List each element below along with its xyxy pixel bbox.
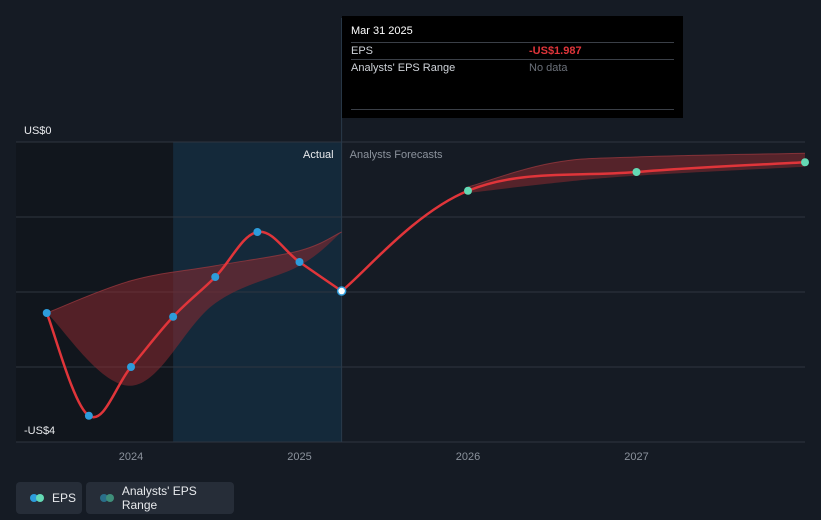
tooltip-range-row: Analysts' EPS Range No data xyxy=(351,59,674,76)
legend-range-label: Analysts' EPS Range xyxy=(121,484,197,512)
tooltip-range-label: Analysts' EPS Range xyxy=(351,62,456,74)
y-axis-bottom-label: -US$4 xyxy=(24,425,55,437)
tooltip: Mar 31 2025 EPS -US$1.987 Analysts' EPS … xyxy=(342,16,683,118)
eps-point-forecast xyxy=(464,186,472,195)
eps-point-forecast xyxy=(632,168,641,176)
x-tick-label: 2025 xyxy=(287,451,311,463)
tooltip-range-value: No data xyxy=(529,62,568,74)
tooltip-eps-label: EPS xyxy=(351,45,374,57)
eps-point-actual xyxy=(211,273,220,281)
range-legend-icon xyxy=(100,494,114,502)
eps-legend-icon xyxy=(30,494,44,502)
tooltip-date: Mar 31 2025 xyxy=(351,25,413,37)
eps-point-selected xyxy=(336,286,347,296)
x-tick-label: 2027 xyxy=(624,451,648,463)
eps-point-actual xyxy=(84,411,93,420)
legend-eps-label: EPS xyxy=(52,491,77,505)
actual-label: Actual xyxy=(303,149,334,161)
tooltip-eps-value: -US$1.987 xyxy=(529,45,582,57)
legend-eps-button[interactable]: EPS xyxy=(16,482,82,514)
legend-range-button[interactable]: Analysts' EPS Range xyxy=(86,482,234,514)
tooltip-eps-row: EPS -US$1.987 xyxy=(351,42,674,59)
eps-point-actual xyxy=(253,228,262,236)
eps-point-actual xyxy=(127,363,135,371)
x-tick-label: 2026 xyxy=(456,451,480,463)
forecast-range-area-upper-edge xyxy=(467,152,806,188)
eps-point-actual xyxy=(42,309,51,317)
y-axis-top-label: US$0 xyxy=(24,125,52,137)
eps-point-actual xyxy=(295,258,304,266)
tooltip-divider xyxy=(351,109,674,110)
x-tick-label: 2024 xyxy=(119,451,143,463)
eps-point-actual xyxy=(169,312,178,321)
eps-point-forecast xyxy=(801,158,809,167)
eps-forecast-line xyxy=(340,161,806,293)
actual-range-area-upper-edge xyxy=(46,231,342,314)
forecast-label: Analysts Forecasts xyxy=(350,149,443,161)
actual-range-area xyxy=(46,232,342,386)
